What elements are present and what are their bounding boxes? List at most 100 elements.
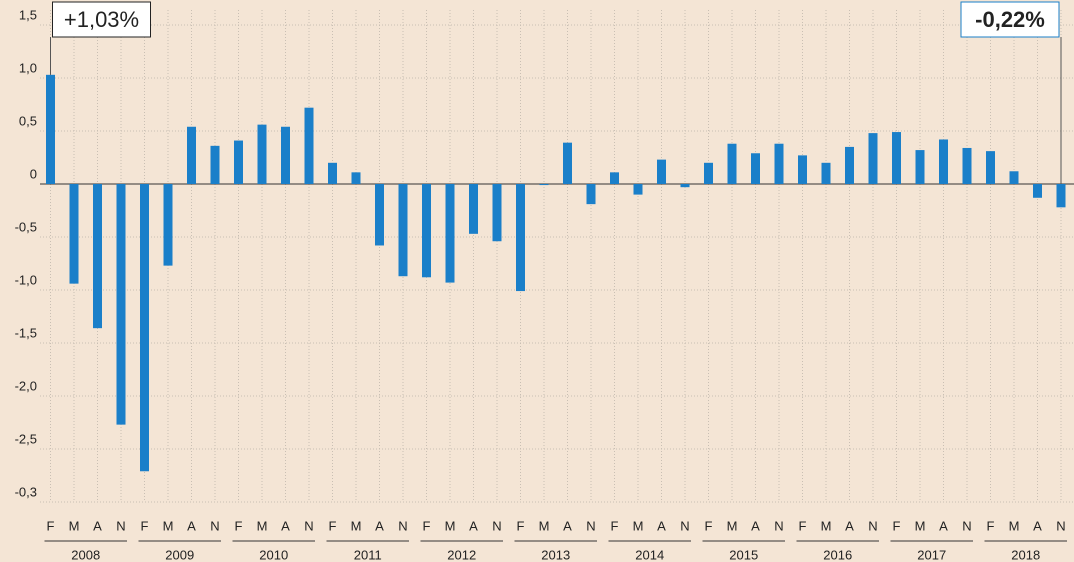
bar <box>563 142 572 184</box>
x-tick-label: M <box>727 518 738 533</box>
x-tick-label: M <box>445 518 456 533</box>
x-tick-label: N <box>868 518 877 533</box>
year-label: 2010 <box>259 547 288 562</box>
y-tick-label: -1,0 <box>15 272 37 287</box>
year-label: 2012 <box>447 547 476 562</box>
bar <box>1056 184 1066 208</box>
x-tick-label: F <box>611 518 619 533</box>
x-tick-label: F <box>705 518 713 533</box>
year-label: 2009 <box>165 547 194 562</box>
year-label: 2014 <box>635 547 664 562</box>
bar <box>986 151 995 184</box>
x-tick-label: A <box>939 518 948 533</box>
bar <box>962 147 972 184</box>
bar <box>492 184 502 242</box>
x-tick-label: F <box>235 518 243 533</box>
x-tick-label: N <box>116 518 125 533</box>
year-label: 2017 <box>917 547 946 562</box>
bar <box>915 150 925 184</box>
x-tick-label: M <box>539 518 550 533</box>
bar <box>516 184 525 292</box>
y-tick-label: -0,3 <box>15 484 37 499</box>
x-tick-label: A <box>1033 518 1042 533</box>
bar <box>704 162 713 184</box>
year-label: 2016 <box>823 547 852 562</box>
x-tick-label: M <box>351 518 362 533</box>
bar <box>140 184 149 472</box>
x-tick-label: F <box>47 518 55 533</box>
x-tick-label: A <box>375 518 384 533</box>
x-tick-label: M <box>1009 518 1020 533</box>
y-tick-label: -1,5 <box>15 325 37 340</box>
bar <box>610 172 619 184</box>
x-tick-label: M <box>915 518 926 533</box>
x-tick-label: M <box>257 518 268 533</box>
x-tick-label: A <box>93 518 102 533</box>
bar <box>680 184 690 188</box>
x-tick-label: M <box>163 518 174 533</box>
x-tick-label: F <box>517 518 525 533</box>
y-tick-label: 1,5 <box>19 7 37 22</box>
bar <box>868 133 878 184</box>
y-tick-label: 0,5 <box>19 113 37 128</box>
x-tick-label: F <box>893 518 901 533</box>
y-tick-label: 1,0 <box>19 60 37 75</box>
bar <box>774 143 784 184</box>
bar <box>845 146 854 184</box>
bar <box>727 143 737 184</box>
y-tick-label: 0 <box>30 166 37 181</box>
bar <box>445 184 455 283</box>
bar <box>939 139 948 184</box>
year-label: 2015 <box>729 547 758 562</box>
x-tick-label: N <box>210 518 219 533</box>
bar <box>821 162 831 184</box>
bar <box>351 172 361 184</box>
bar <box>257 124 267 184</box>
bar <box>892 132 901 184</box>
bar <box>163 184 173 266</box>
bar <box>328 162 337 184</box>
x-tick-label: N <box>774 518 783 533</box>
bar <box>234 140 243 184</box>
x-tick-label: F <box>799 518 807 533</box>
x-tick-label: N <box>680 518 689 533</box>
y-tick-label: -2,0 <box>15 378 37 393</box>
bar <box>539 184 549 186</box>
bar <box>69 184 79 284</box>
value-label: +1,03% <box>64 7 139 32</box>
label-box <box>960 1 1060 38</box>
x-tick-label: F <box>987 518 995 533</box>
x-tick-label: A <box>751 518 760 533</box>
bar <box>586 184 596 205</box>
x-tick-label: N <box>492 518 501 533</box>
x-tick-label: A <box>281 518 290 533</box>
bar <box>46 74 55 184</box>
label-box <box>52 1 151 38</box>
x-tick-label: M <box>821 518 832 533</box>
bar <box>93 184 102 329</box>
bar <box>398 184 408 277</box>
bar <box>469 184 478 234</box>
year-label: 2011 <box>354 547 382 562</box>
y-tick-label: -0,5 <box>15 219 37 234</box>
x-tick-label: A <box>187 518 196 533</box>
y-tick-label: -2,5 <box>15 431 37 446</box>
bar <box>1009 171 1019 184</box>
x-tick-label: N <box>586 518 595 533</box>
x-tick-label: F <box>329 518 337 533</box>
x-tick-label: A <box>657 518 666 533</box>
bar <box>116 184 126 425</box>
bar <box>1033 184 1042 198</box>
x-tick-label: F <box>141 518 149 533</box>
bar <box>798 155 807 184</box>
x-tick-label: N <box>304 518 313 533</box>
x-tick-label: A <box>563 518 572 533</box>
x-tick-label: N <box>398 518 407 533</box>
bar <box>657 159 666 184</box>
bar <box>422 184 431 278</box>
value-label: -0,22% <box>975 7 1045 32</box>
bar <box>751 153 760 184</box>
bar <box>304 107 314 184</box>
